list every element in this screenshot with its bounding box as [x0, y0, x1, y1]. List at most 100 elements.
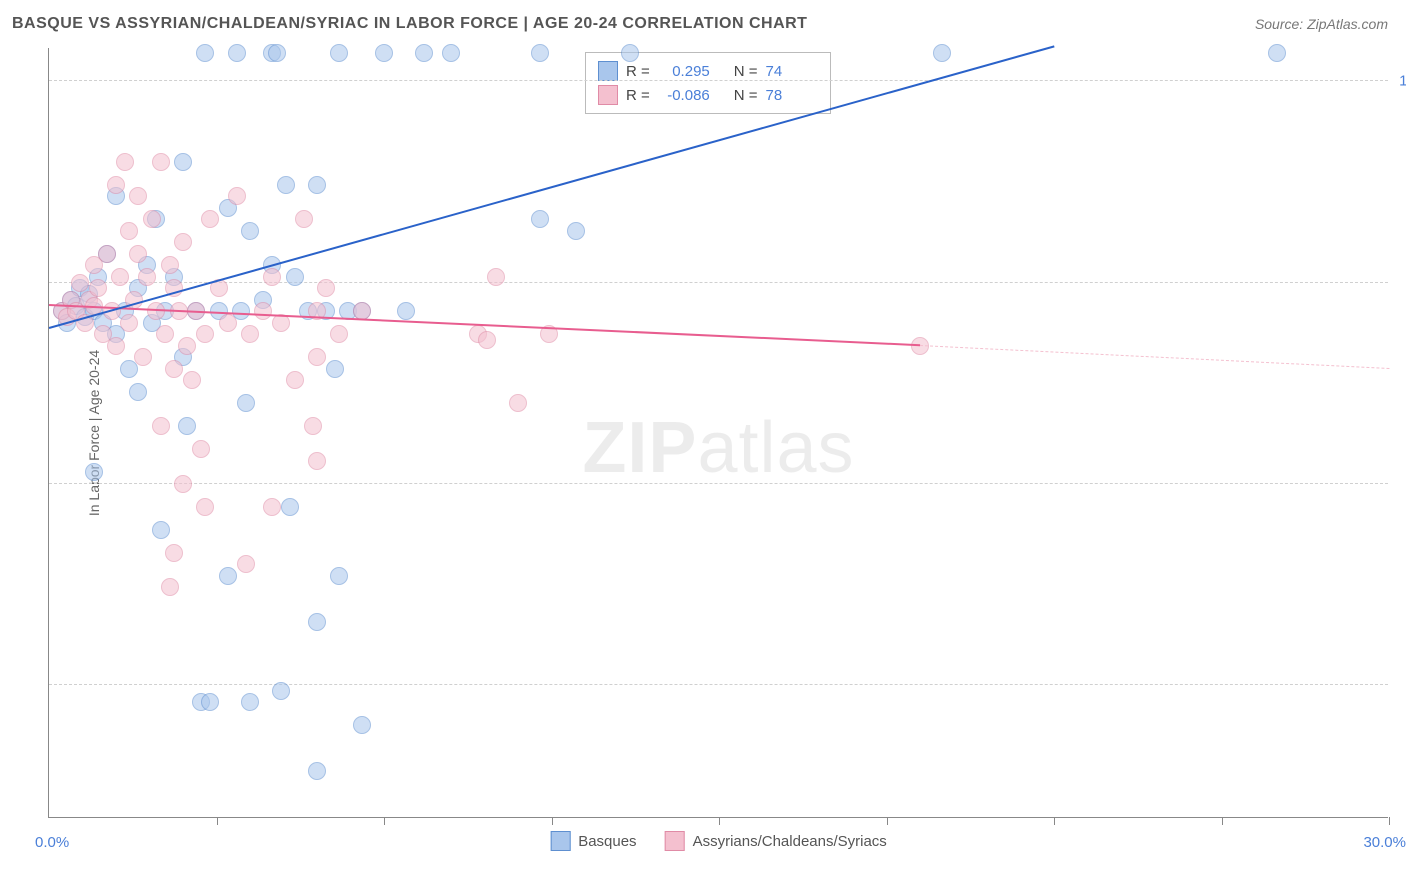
stats-legend-row: R = 0.295 N = 74 [598, 59, 818, 83]
r-value: 0.295 [658, 63, 710, 80]
data-point [397, 302, 415, 320]
gridline [49, 282, 1388, 283]
data-point [178, 417, 196, 435]
data-point [134, 348, 152, 366]
x-tick [217, 817, 218, 825]
data-point [268, 44, 286, 62]
data-point [120, 314, 138, 332]
x-tick [1222, 817, 1223, 825]
data-point [201, 210, 219, 228]
x-tick [1054, 817, 1055, 825]
r-label: R = [626, 87, 650, 104]
data-point [174, 153, 192, 171]
data-point [254, 302, 272, 320]
data-point [165, 360, 183, 378]
data-point [487, 268, 505, 286]
legend-swatch [598, 61, 618, 81]
data-point [147, 302, 165, 320]
data-point [129, 245, 147, 263]
data-point [509, 394, 527, 412]
data-point [174, 475, 192, 493]
data-point [308, 613, 326, 631]
data-point [478, 331, 496, 349]
data-point [71, 274, 89, 292]
data-point [1268, 44, 1286, 62]
data-point [330, 325, 348, 343]
watermark-bold: ZIP [582, 408, 697, 488]
data-point [174, 233, 192, 251]
data-point [308, 176, 326, 194]
data-point [107, 337, 125, 355]
data-point [196, 325, 214, 343]
data-point [178, 337, 196, 355]
data-point [567, 222, 585, 240]
legend-swatch [598, 85, 618, 105]
data-point [442, 44, 460, 62]
gridline [49, 80, 1388, 81]
chart-source: Source: ZipAtlas.com [1255, 16, 1388, 32]
x-tick [1389, 817, 1390, 825]
data-point [107, 176, 125, 194]
r-value: -0.086 [658, 87, 710, 104]
trend-line [920, 345, 1389, 369]
x-tick [552, 817, 553, 825]
x-tick [719, 817, 720, 825]
data-point [308, 762, 326, 780]
data-point [326, 360, 344, 378]
data-point [196, 44, 214, 62]
y-tick-label: 47.5% [1395, 676, 1406, 693]
data-point [317, 279, 335, 297]
y-tick-label: 100.0% [1395, 73, 1406, 90]
data-point [201, 693, 219, 711]
data-point [89, 279, 107, 297]
data-point [143, 210, 161, 228]
y-tick-label: 82.5% [1395, 274, 1406, 291]
x-axis-max-label: 30.0% [1363, 834, 1406, 851]
legend-item: Assyrians/Chaldeans/Syriacs [665, 831, 887, 851]
data-point [192, 440, 210, 458]
x-tick [384, 817, 385, 825]
watermark: ZIPatlas [582, 407, 854, 489]
data-point [111, 268, 129, 286]
data-point [263, 268, 281, 286]
data-point [183, 371, 201, 389]
series-legend: BasquesAssyrians/Chaldeans/Syriacs [550, 831, 887, 851]
data-point [933, 44, 951, 62]
data-point [375, 44, 393, 62]
data-point [277, 176, 295, 194]
header: BASQUE VS ASSYRIAN/CHALDEAN/SYRIAC IN LA… [0, 0, 1406, 48]
data-point [98, 245, 116, 263]
data-point [152, 153, 170, 171]
n-value: 74 [766, 63, 818, 80]
data-point [156, 325, 174, 343]
r-label: R = [626, 63, 650, 80]
data-point [621, 44, 639, 62]
trend-line [49, 45, 1055, 328]
n-value: 78 [766, 87, 818, 104]
data-point [263, 498, 281, 516]
data-point [308, 452, 326, 470]
data-point [281, 498, 299, 516]
data-point [228, 44, 246, 62]
data-point [531, 210, 549, 228]
data-point [120, 222, 138, 240]
data-point [116, 153, 134, 171]
data-point [272, 682, 290, 700]
n-label: N = [734, 63, 758, 80]
data-point [219, 314, 237, 332]
data-point [295, 210, 313, 228]
chart-plot-area: In Labor Force | Age 20-24 ZIPatlas 0.0%… [48, 48, 1388, 818]
y-tick-label: 65.0% [1395, 475, 1406, 492]
data-point [152, 417, 170, 435]
data-point [129, 383, 147, 401]
gridline [49, 483, 1388, 484]
data-point [237, 555, 255, 573]
legend-swatch [665, 831, 685, 851]
data-point [138, 268, 156, 286]
data-point [241, 222, 259, 240]
data-point [129, 187, 147, 205]
x-tick [887, 817, 888, 825]
watermark-light: atlas [697, 408, 854, 488]
chart-container: BASQUE VS ASSYRIAN/CHALDEAN/SYRIAC IN LA… [0, 0, 1406, 892]
legend-label: Assyrians/Chaldeans/Syriacs [693, 833, 887, 850]
